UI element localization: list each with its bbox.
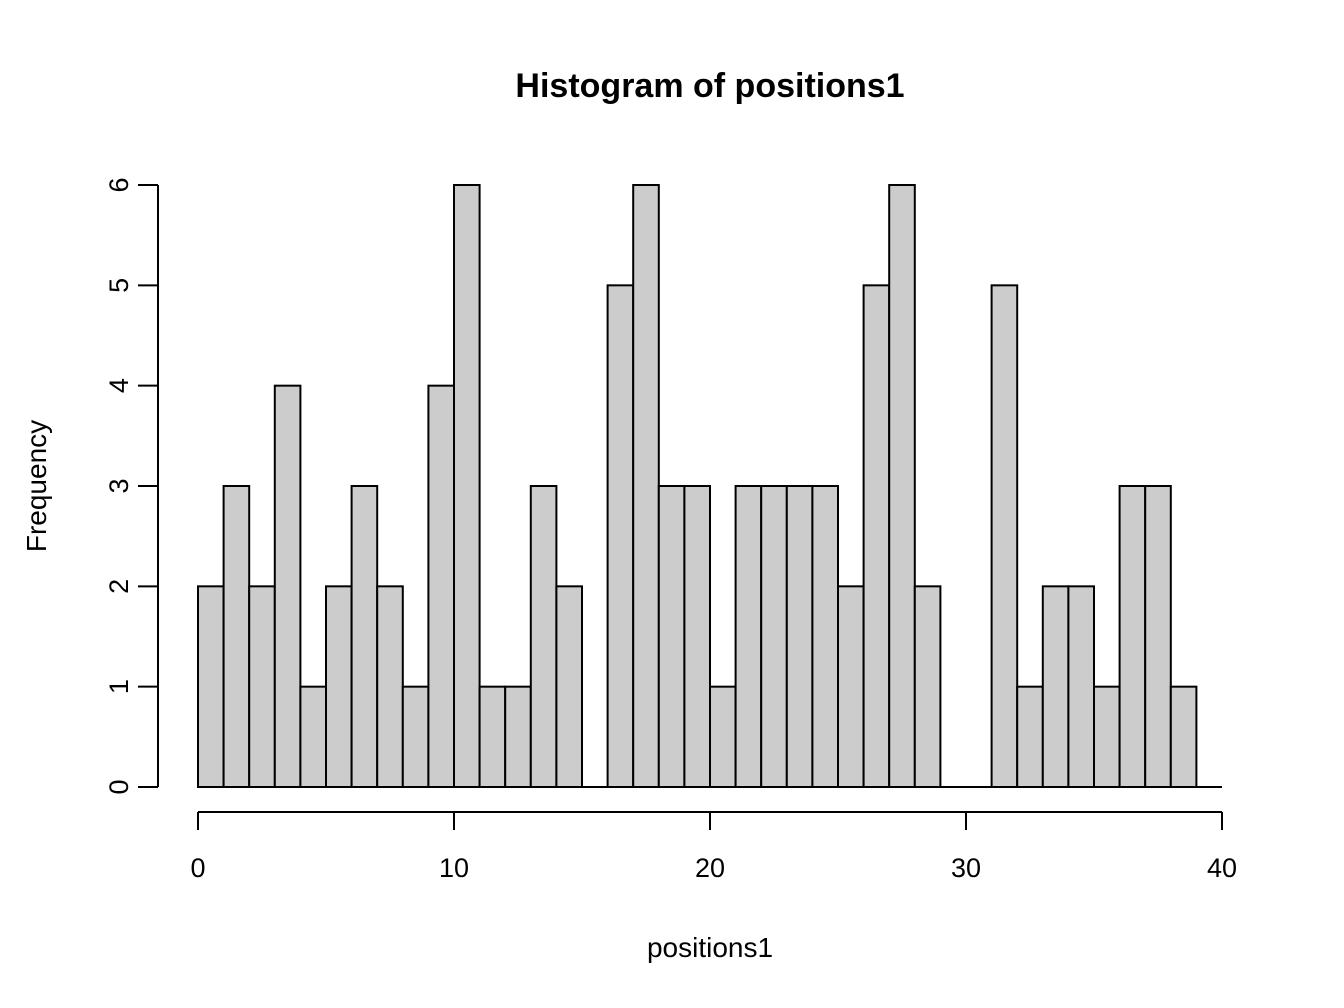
histogram-bar-bin-0 <box>197 585 225 789</box>
histogram-bar-bin-19 <box>683 485 712 788</box>
histogram-bar-bin-2 <box>248 585 276 789</box>
histogram-bar-bin-23 <box>785 485 814 788</box>
x-axis-label: positions1 <box>647 932 773 963</box>
axes-layer: 0 1 2 3 4 5 6 0 10 20 30 40 <box>104 177 1237 883</box>
histogram-bar-bin-38 <box>1169 685 1198 788</box>
histogram-bar-bin-25 <box>837 585 865 789</box>
y-axis-tick-label: 3 <box>104 478 134 493</box>
histogram-bar-bin-8 <box>401 685 430 788</box>
y-axis-label: Frequency <box>21 420 52 552</box>
y-axis-tick-label: 4 <box>104 378 134 393</box>
histogram-bar-bin-18 <box>657 485 686 788</box>
histogram-bar-bin-36 <box>1118 485 1147 788</box>
histogram-bar-bin-17 <box>632 184 660 788</box>
histogram-bar-bin-27 <box>888 184 916 788</box>
histogram-bar-bin-22 <box>760 485 788 788</box>
x-axis-tick-label: 40 <box>1207 853 1237 883</box>
histogram-bar-bin-34 <box>1067 585 1096 789</box>
histogram-bar-bin-20 <box>709 685 737 788</box>
histogram-bar-bin-31 <box>990 284 1019 788</box>
histogram-bar-bin-1 <box>222 485 251 788</box>
y-axis-tick-label: 0 <box>104 779 134 794</box>
x-axis-tick-label: 30 <box>951 853 981 883</box>
y-axis-tick-label: 5 <box>104 278 134 293</box>
histogram-bar-bin-28 <box>913 585 942 789</box>
y-axis-tick-label: 1 <box>104 679 134 694</box>
histogram-bar-bin-16 <box>606 284 635 788</box>
histogram-bar-bin-32 <box>1016 685 1044 788</box>
x-axis-tick-label: 0 <box>190 853 205 883</box>
histogram-bar-bin-35 <box>1093 685 1121 788</box>
histogram-bar-bin-24 <box>811 485 840 788</box>
bars-layer <box>197 184 1198 789</box>
histogram-bar-bin-6 <box>350 485 379 788</box>
histogram-bar-bin-10 <box>453 184 481 788</box>
histogram-bar-bin-9 <box>427 384 455 788</box>
histogram-bar-bin-3 <box>273 384 302 788</box>
histogram-bar-bin-21 <box>734 485 763 788</box>
histogram-bar-bin-4 <box>299 685 327 788</box>
chart-title: Histogram of positions1 <box>515 67 904 105</box>
histogram-bar-bin-7 <box>376 585 404 789</box>
y-axis-tick-label: 6 <box>104 177 134 192</box>
histogram-bar-bin-33 <box>1041 585 1070 789</box>
histogram-bar-bin-5 <box>325 585 353 789</box>
histogram-bar-bin-12 <box>504 685 532 788</box>
x-axis-tick-label: 10 <box>439 853 469 883</box>
histogram-bar-bin-26 <box>862 284 891 788</box>
histogram-bar-bin-13 <box>529 485 558 788</box>
x-axis-tick-label: 20 <box>695 853 725 883</box>
histogram-bar-bin-37 <box>1144 485 1172 788</box>
y-axis-tick-label: 2 <box>104 579 134 594</box>
histogram-bar-bin-11 <box>478 685 507 788</box>
histogram-bar-bin-14 <box>555 585 584 789</box>
